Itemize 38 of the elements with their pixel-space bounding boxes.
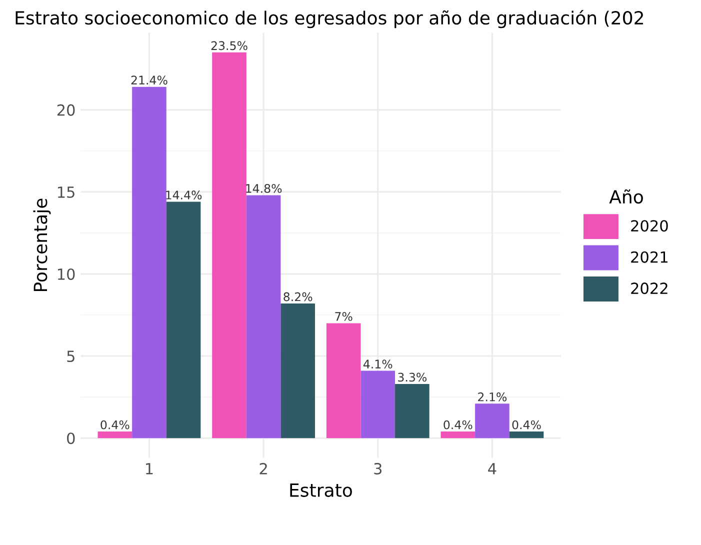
data-label: 8.2% — [284, 292, 312, 302]
y-tick-label: 0 — [67, 432, 75, 444]
legend-label: 2021 — [631, 251, 668, 263]
bar — [132, 86, 166, 438]
legend-label: 2022 — [631, 282, 668, 294]
bar — [166, 202, 201, 438]
bar — [280, 304, 315, 438]
y-axis-title: Porcentaje — [33, 198, 51, 291]
bar — [440, 432, 476, 438]
bar — [246, 195, 281, 438]
chart-title: Estrato socioeconomico de los egresados por año de graduación (202 — [16, 10, 643, 28]
bar — [475, 404, 510, 438]
y-tick-label: 5 — [67, 350, 74, 362]
data-label: 21.4% — [131, 76, 168, 85]
data-label: 0.4% — [512, 420, 541, 430]
data-label: 0.4% — [444, 420, 472, 430]
data-label: 3.3% — [398, 372, 427, 382]
x-tick-label: 1 — [146, 463, 153, 474]
legend-title: Año — [609, 189, 643, 204]
x-tick-label: 4 — [488, 463, 496, 474]
y-tick-label: 15 — [58, 186, 74, 198]
bar — [326, 323, 361, 438]
bar — [360, 370, 396, 438]
bar — [509, 432, 544, 438]
data-label: 0.4% — [100, 420, 130, 430]
legend-label: 2020 — [631, 220, 668, 232]
data-label: 2.1% — [478, 392, 507, 402]
x-tick-label: 3 — [374, 462, 382, 474]
y-tick-label: 20 — [57, 104, 75, 116]
data-label: 7% — [335, 312, 352, 321]
bar — [395, 384, 430, 438]
x-axis-title: Estrato — [290, 484, 352, 497]
bar — [98, 432, 132, 438]
bar — [212, 52, 246, 438]
data-label: 4.1% — [363, 360, 392, 369]
x-tick-label: 2 — [260, 462, 267, 474]
data-label: 23.5% — [211, 41, 248, 50]
y-tick-label: 10 — [58, 268, 75, 280]
